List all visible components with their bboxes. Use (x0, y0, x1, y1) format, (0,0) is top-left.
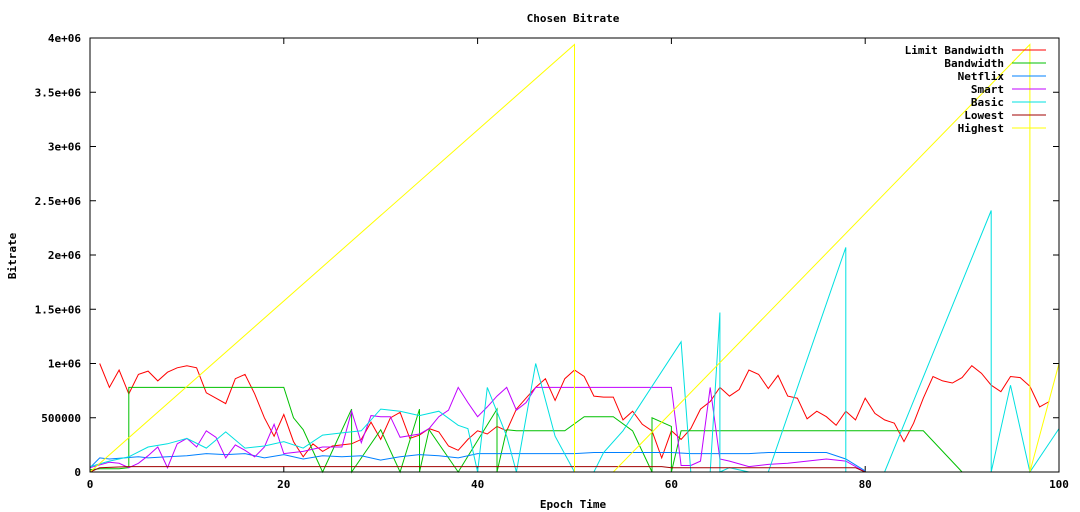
y-tick-label: 3e+06 (48, 141, 81, 154)
y-tick-label: 500000 (41, 412, 81, 425)
x-tick-label: 0 (87, 478, 94, 491)
legend-label-limit-bandwidth: Limit Bandwidth (905, 44, 1004, 57)
x-tick-label: 80 (859, 478, 872, 491)
series-line-bandwidth (89, 386, 963, 474)
chart-title: Chosen Bitrate (527, 12, 620, 25)
y-tick-label: 3.5e+06 (35, 86, 82, 99)
series-line-basic (89, 210, 1060, 474)
y-tick-label: 4e+06 (48, 32, 81, 45)
legend-label-smart: Smart (971, 83, 1004, 96)
y-axis-ticks: 0 500000 1e+06 1.5e+06 2e+06 2.5e+06 3e+06 3.5e… (35, 32, 1059, 479)
y-tick-label: 2e+06 (48, 249, 81, 262)
legend-label-bandwidth: Bandwidth (944, 57, 1004, 70)
x-tick-label: 40 (471, 478, 484, 491)
x-tick-label: 100 (1049, 478, 1069, 491)
y-tick-label: 2.5e+06 (35, 195, 82, 208)
x-axis-label: Epoch Time (540, 498, 607, 511)
legend: Limit BandwidthBandwidthNetflixSmartBasi… (905, 44, 1046, 135)
legend-label-lowest: Lowest (964, 109, 1004, 122)
y-axis-label: Bitrate (6, 232, 19, 279)
series-line-lowest (89, 466, 866, 473)
y-tick-label: 0 (74, 466, 81, 479)
x-axis-ticks: 0 20 40 60 80 100 (87, 38, 1069, 491)
series-line-netflix (89, 452, 866, 472)
plot-frame (89, 37, 1060, 473)
legend-label-basic: Basic (971, 96, 1004, 109)
x-tick-label: 60 (665, 478, 678, 491)
y-tick-label: 1.5e+06 (35, 303, 82, 316)
series-line-smart (89, 386, 866, 473)
series-line-highest (89, 43, 1060, 473)
legend-label-highest: Highest (958, 122, 1004, 135)
legend-label-netflix: Netflix (958, 70, 1005, 83)
series-lines (89, 43, 1060, 474)
x-tick-label: 20 (277, 478, 290, 491)
y-tick-label: 1e+06 (48, 358, 81, 371)
